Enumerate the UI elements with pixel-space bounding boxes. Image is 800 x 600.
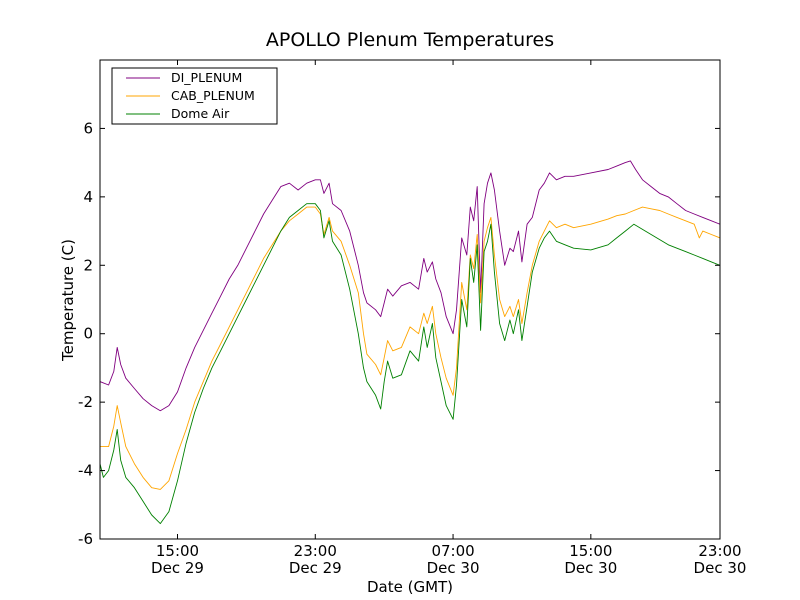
y-tick-label: 0 — [83, 325, 93, 343]
chart-title: APOLLO Plenum Temperatures — [266, 29, 554, 51]
x-tick-label-date: Dec 30 — [427, 559, 480, 577]
x-tick-label-time: 15:00 — [156, 542, 199, 560]
x-tick-label-time: 23:00 — [698, 542, 741, 560]
x-tick-label-time: 07:00 — [431, 542, 474, 560]
x-tick-label-date: Dec 30 — [694, 559, 747, 577]
series-line-di-plenum — [100, 160, 720, 412]
series-layer — [100, 160, 720, 525]
legend-label: CAB_PLENUM — [171, 88, 255, 103]
series-line-dome-air — [100, 203, 720, 525]
x-tick-label-date: Dec 30 — [564, 559, 617, 577]
x-tick-label-date: Dec 29 — [151, 559, 204, 577]
plot-frame — [99, 59, 721, 540]
y-tick-label: 6 — [83, 119, 93, 137]
legend-label: DI_PLENUM — [171, 70, 242, 85]
y-tick-label: 4 — [83, 188, 93, 206]
legend: DI_PLENUM CAB_PLENUM Dome Air — [111, 67, 278, 125]
x-tick-label-date: Dec 29 — [289, 559, 342, 577]
y-axis: -6 -4 -2 0 2 4 6 — [78, 119, 720, 548]
x-axis-label: Date (GMT) — [367, 578, 453, 596]
legend-label: Dome Air — [171, 106, 230, 121]
x-tick-label-time: 15:00 — [569, 542, 612, 560]
y-axis-label: Temperature (C) — [59, 239, 77, 362]
series-line-cab-plenum — [100, 206, 720, 490]
x-tick-label-time: 23:00 — [294, 542, 337, 560]
y-tick-label: -4 — [78, 462, 93, 480]
y-tick-label: -6 — [78, 530, 93, 548]
y-tick-label: -2 — [78, 393, 93, 411]
y-tick-label: 2 — [83, 256, 93, 274]
